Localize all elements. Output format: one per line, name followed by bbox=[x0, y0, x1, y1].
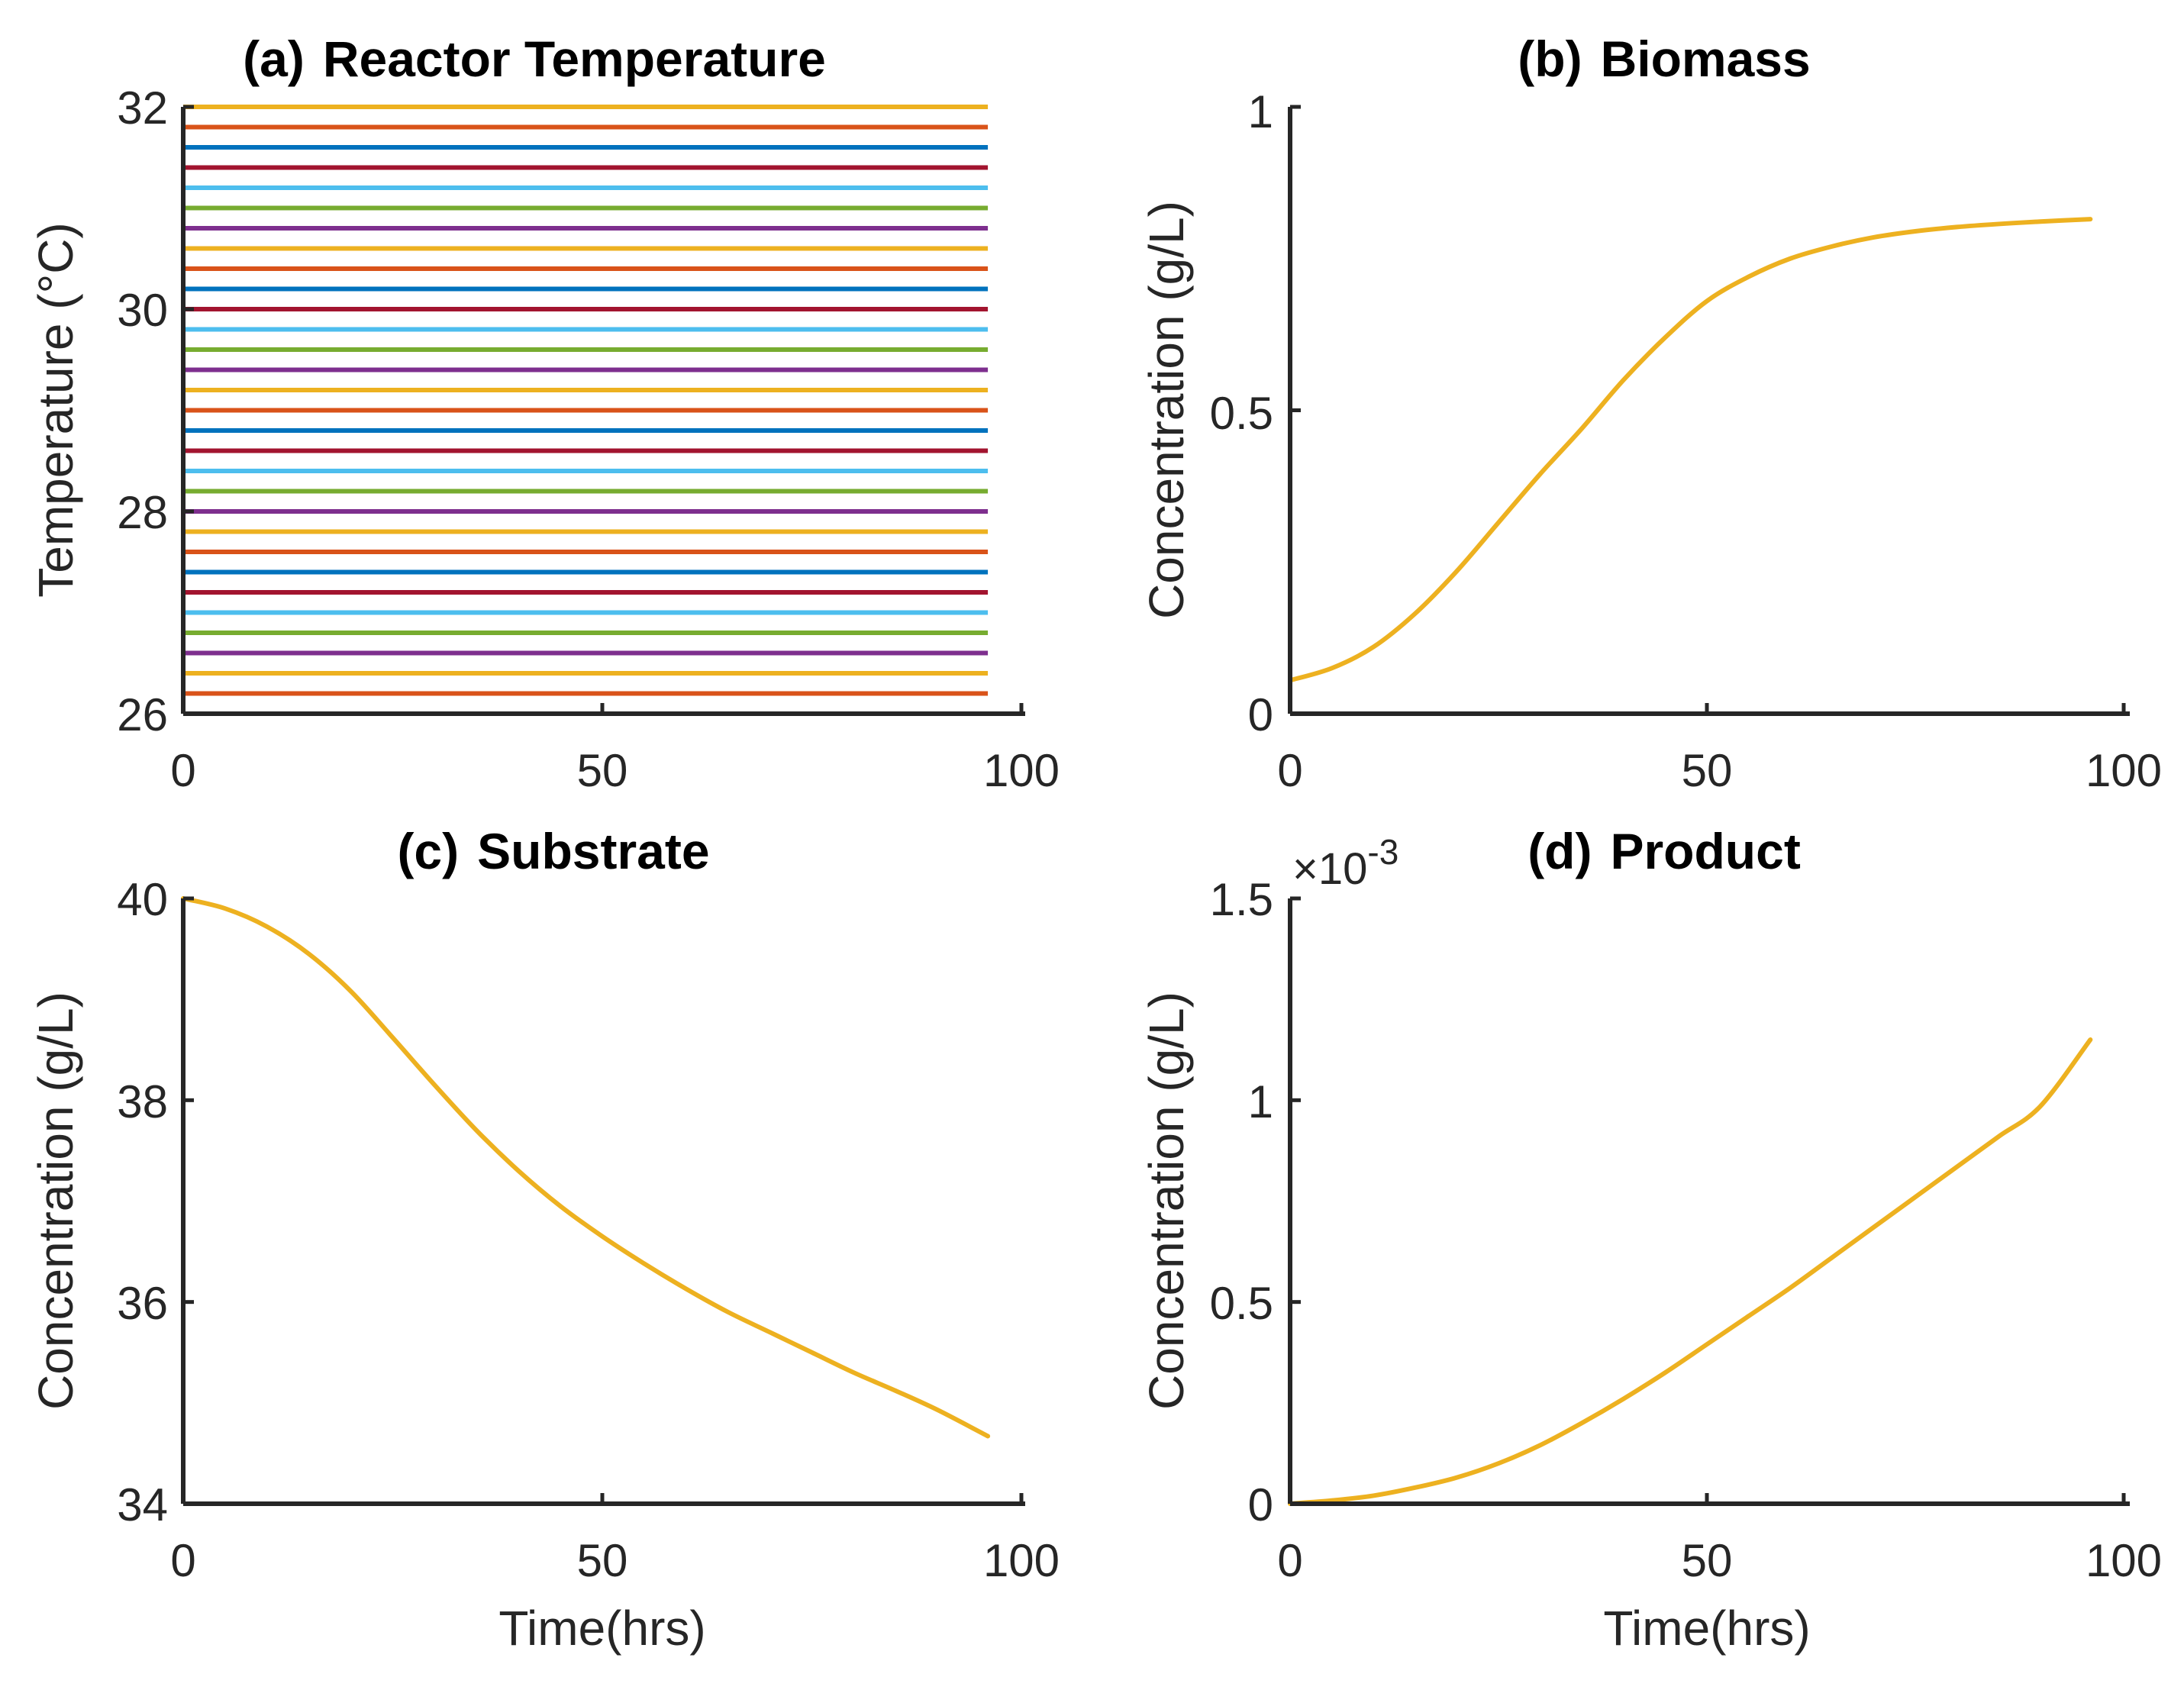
panel-c-series-line bbox=[181, 896, 991, 1439]
panel-c-xlabel: Time(hrs) bbox=[498, 1601, 705, 1656]
panel-d-xtick-50: 50 bbox=[1682, 1535, 1733, 1586]
panel-a-xtick-100: 100 bbox=[983, 745, 1060, 796]
panel-c-tag: (c) bbox=[397, 823, 459, 879]
panel-a-series bbox=[183, 105, 989, 716]
panel-b-ytick-1: 1 bbox=[1248, 86, 1273, 137]
panel-b-ytick-0-5: 0.5 bbox=[1210, 388, 1273, 439]
panel-c-xtick-100: 100 bbox=[983, 1535, 1060, 1586]
panel-d-series bbox=[1288, 1037, 2093, 1506]
panel-d-ytick-1-5: 1.5 bbox=[1210, 874, 1273, 925]
panel-substrate: (c) Substrate 0 50 100 34 36 38 40 Concen… bbox=[28, 823, 1060, 1656]
panel-b-ylabel: Concentration (g/L) bbox=[1139, 201, 1194, 619]
panel-c-title-text: Substrate bbox=[477, 823, 709, 879]
panel-a-xtick-50: 50 bbox=[577, 745, 628, 796]
panel-c-xtick-50: 50 bbox=[577, 1535, 628, 1586]
panel-b-title: (b) Biomass bbox=[1518, 31, 1810, 87]
panel-c-ytick-40: 40 bbox=[117, 874, 168, 925]
panel-d-ytick-0: 0 bbox=[1248, 1479, 1273, 1530]
panel-c-ticks bbox=[181, 896, 1024, 1506]
panel-a-ytick-32: 32 bbox=[117, 82, 168, 134]
panel-b-ticks bbox=[1288, 105, 2126, 716]
panel-a-xtick-0: 0 bbox=[170, 745, 195, 796]
panel-d-exponent-prefix: ×10 bbox=[1292, 844, 1367, 894]
panel-b-tag: (b) bbox=[1518, 31, 1582, 87]
panel-d-xtick-0: 0 bbox=[1277, 1535, 1302, 1586]
panel-a-ytick-30: 30 bbox=[117, 285, 168, 336]
panel-d-title-text: Product bbox=[1610, 823, 1800, 879]
panel-c-ylabel: Concentration (g/L) bbox=[28, 992, 83, 1410]
panel-d-ylabel: Concentration (g/L) bbox=[1139, 992, 1194, 1410]
panel-c-ytick-34: 34 bbox=[117, 1479, 168, 1530]
panel-a-tag: (a) bbox=[243, 31, 305, 87]
panel-biomass: (b) Biomass 0 50 100 0 0.5 1 Concentratio… bbox=[1139, 31, 2162, 796]
panel-b-xtick-100: 100 bbox=[2086, 745, 2162, 796]
panel-d-series-line bbox=[1288, 1037, 2093, 1506]
panel-c-ytick-36: 36 bbox=[117, 1278, 168, 1329]
panel-d-xtick-100: 100 bbox=[2086, 1535, 2162, 1586]
panel-d-ytick-1: 1 bbox=[1248, 1076, 1273, 1127]
panel-b-title-text: Biomass bbox=[1601, 31, 1811, 87]
panel-d-exponent-value: -3 bbox=[1367, 832, 1398, 872]
panel-a-ytick-26: 26 bbox=[117, 689, 168, 740]
panel-a-ylabel: Temperature (°C) bbox=[28, 222, 83, 598]
panel-product: (d) Product ×10-3 0 50 100 0 0.5 1 1.5 Co… bbox=[1139, 823, 2162, 1656]
panel-d-exponent-label: ×10-3 bbox=[1292, 832, 1398, 894]
panel-b-ytick-0: 0 bbox=[1248, 689, 1273, 740]
panel-b-xtick-0: 0 bbox=[1277, 745, 1302, 796]
panel-d-title: (d) Product bbox=[1528, 823, 1801, 879]
panel-b-series-line bbox=[1288, 217, 2093, 683]
panel-b-xtick-50: 50 bbox=[1682, 745, 1733, 796]
panel-b-series bbox=[1288, 217, 2093, 683]
panel-a-ticks bbox=[181, 105, 1024, 716]
panel-c-title: (c) Substrate bbox=[397, 823, 709, 879]
panel-reactor-temperature: (a) Reactor Temperature 0 50 100 26 28 30… bbox=[28, 31, 1060, 796]
panel-c-ytick-38: 38 bbox=[117, 1076, 168, 1127]
panel-d-ytick-0-5: 0.5 bbox=[1210, 1278, 1273, 1329]
panel-a-ytick-28: 28 bbox=[117, 487, 168, 538]
panel-c-xtick-0: 0 bbox=[170, 1535, 195, 1586]
panel-d-xlabel: Time(hrs) bbox=[1603, 1601, 1810, 1656]
panel-a-title-text: Reactor Temperature bbox=[323, 31, 826, 87]
panel-d-ticks bbox=[1288, 896, 2126, 1506]
panel-d-tag: (d) bbox=[1528, 823, 1592, 879]
panel-a-title: (a) Reactor Temperature bbox=[243, 31, 826, 87]
panel-c-series bbox=[181, 896, 991, 1439]
